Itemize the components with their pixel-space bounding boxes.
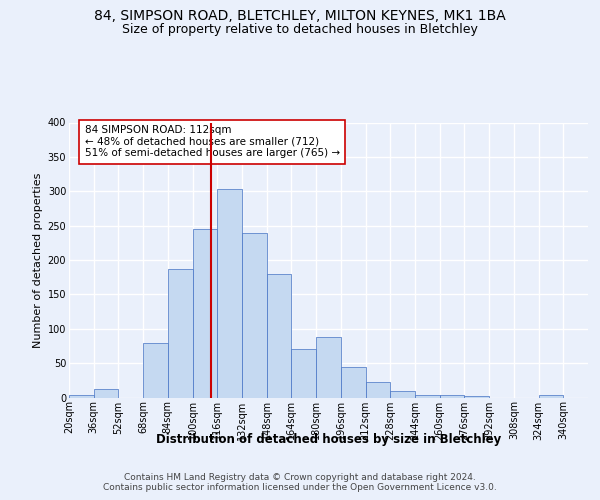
Bar — [415, 395, 440, 398]
Text: 84, SIMPSON ROAD, BLETCHLEY, MILTON KEYNES, MK1 1BA: 84, SIMPSON ROAD, BLETCHLEY, MILTON KEYN… — [94, 9, 506, 23]
Bar — [390, 390, 415, 398]
Bar — [440, 395, 464, 398]
Bar — [316, 337, 341, 398]
Bar — [292, 348, 316, 398]
Bar — [193, 229, 217, 398]
Bar — [94, 388, 118, 398]
Bar — [69, 396, 94, 398]
Bar — [267, 274, 292, 398]
Bar — [365, 382, 390, 398]
Bar — [168, 269, 193, 398]
Bar — [217, 189, 242, 398]
Bar — [341, 367, 365, 398]
Bar — [539, 396, 563, 398]
Y-axis label: Number of detached properties: Number of detached properties — [34, 172, 43, 348]
Bar — [464, 396, 489, 398]
Text: Size of property relative to detached houses in Bletchley: Size of property relative to detached ho… — [122, 22, 478, 36]
Text: Contains HM Land Registry data © Crown copyright and database right 2024.
Contai: Contains HM Land Registry data © Crown c… — [103, 472, 497, 492]
Bar — [242, 232, 267, 398]
Text: 84 SIMPSON ROAD: 112sqm
← 48% of detached houses are smaller (712)
51% of semi-d: 84 SIMPSON ROAD: 112sqm ← 48% of detache… — [85, 125, 340, 158]
Bar — [143, 342, 168, 398]
Text: Distribution of detached houses by size in Bletchley: Distribution of detached houses by size … — [156, 432, 502, 446]
